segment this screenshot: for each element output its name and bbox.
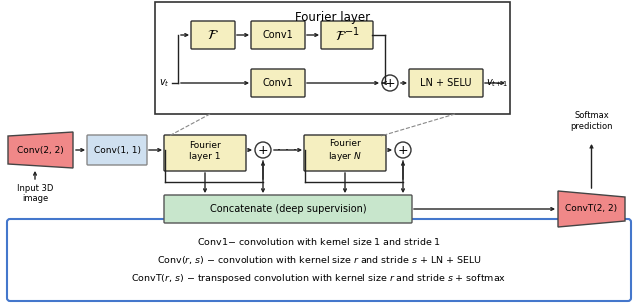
Text: Conv(2, 2): Conv(2, 2) [17, 146, 64, 154]
Text: $v_{t+1}$: $v_{t+1}$ [486, 77, 508, 89]
FancyBboxPatch shape [191, 21, 235, 49]
Text: Concatenate (deep supervision): Concatenate (deep supervision) [210, 204, 366, 214]
FancyBboxPatch shape [164, 135, 246, 171]
Circle shape [382, 75, 398, 91]
Text: · · ·: · · · [277, 145, 297, 157]
Text: Conv($r$, $s$) $-$ convolution with kernel size $r$ and stride $s$ $+$ LN $+$ SE: Conv($r$, $s$) $-$ convolution with kern… [157, 254, 481, 266]
FancyBboxPatch shape [304, 135, 386, 171]
Text: Fourier
layer $N$: Fourier layer $N$ [328, 139, 362, 163]
Text: Conv1$-$ convolution with kernel size 1 and stride 1: Conv1$-$ convolution with kernel size 1 … [197, 236, 441, 247]
Text: Input 3D
image: Input 3D image [17, 184, 53, 204]
FancyBboxPatch shape [7, 219, 631, 301]
FancyBboxPatch shape [409, 69, 483, 97]
FancyBboxPatch shape [164, 195, 412, 223]
Text: LN + SELU: LN + SELU [420, 78, 472, 88]
Text: +: + [258, 144, 268, 157]
FancyBboxPatch shape [251, 21, 305, 49]
Bar [155, 2, 510, 114]
Circle shape [395, 142, 411, 158]
Text: Conv(1, 1): Conv(1, 1) [93, 146, 141, 154]
Text: Fourier layer: Fourier layer [295, 11, 370, 24]
FancyBboxPatch shape [251, 69, 305, 97]
Text: +: + [385, 77, 396, 90]
Text: $\mathcal{F}^{-1}$: $\mathcal{F}^{-1}$ [335, 26, 359, 44]
Text: Softmax
prediction: Softmax prediction [570, 111, 612, 131]
Text: +: + [397, 144, 408, 157]
FancyBboxPatch shape [321, 21, 373, 49]
Circle shape [255, 142, 271, 158]
Text: Conv1: Conv1 [262, 30, 293, 40]
Text: $\mathcal{F}$: $\mathcal{F}$ [207, 28, 219, 42]
Text: ConvT(2, 2): ConvT(2, 2) [565, 204, 618, 213]
Polygon shape [558, 191, 625, 227]
Polygon shape [8, 132, 73, 168]
Text: ConvT($r$, $s$) $-$ transposed convolution with kernel size $r$ and stride $s$ $: ConvT($r$, $s$) $-$ transposed convoluti… [131, 272, 507, 285]
Text: $v_t$: $v_t$ [159, 77, 170, 89]
FancyBboxPatch shape [87, 135, 147, 165]
Text: Fourier
layer 1: Fourier layer 1 [189, 141, 221, 161]
Text: Conv1: Conv1 [262, 78, 293, 88]
